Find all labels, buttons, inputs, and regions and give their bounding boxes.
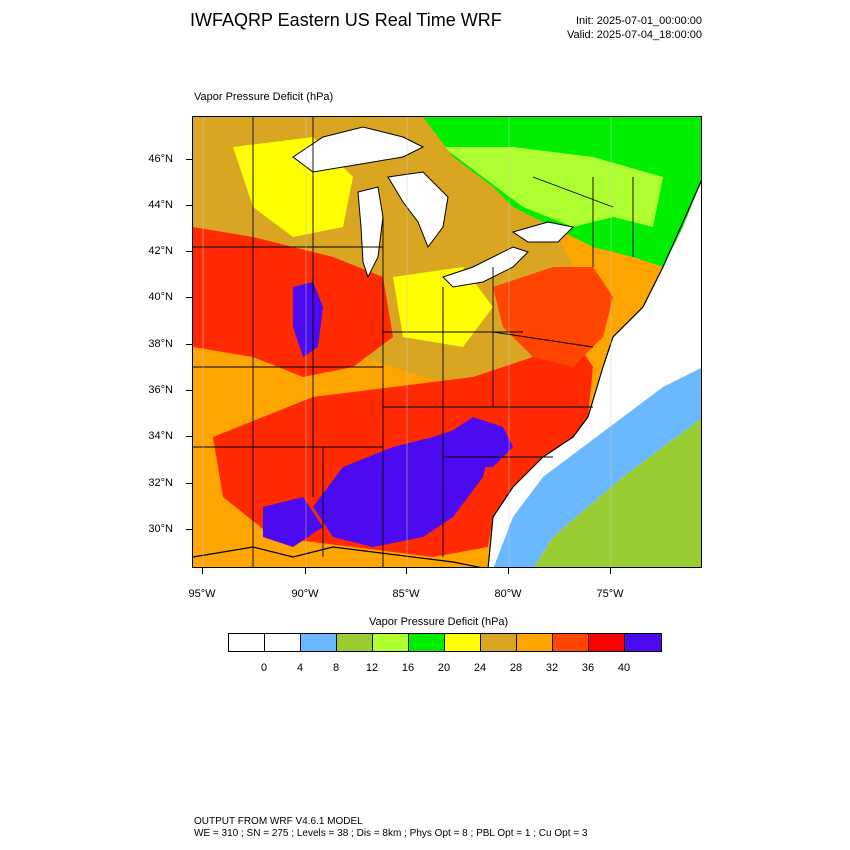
colorbar-label: 20 — [437, 662, 451, 674]
model-footer: OUTPUT FROM WRF V4.6.1 MODEL WE = 310 ; … — [194, 816, 587, 840]
state-boundaries — [193, 117, 634, 567]
lat-label-36: 36°N — [148, 384, 173, 396]
vpd-map — [192, 116, 702, 568]
map-svg — [193, 117, 701, 567]
colorbar-label: 16 — [401, 662, 415, 674]
graticule — [202, 117, 612, 567]
lake-erie — [442, 246, 529, 288]
colorbar-label: 12 — [365, 662, 379, 674]
colorbar-label: 8 — [332, 662, 340, 674]
colorbar-box — [445, 634, 481, 651]
lat-tick — [186, 251, 192, 252]
lon-label-80: 80°W — [494, 588, 522, 600]
atlantic-band-blue — [493, 368, 701, 567]
lon-label-95: 95°W — [188, 588, 216, 600]
init-time: Init: 2025-07-01_00:00:00 — [576, 15, 702, 27]
lake-michigan — [357, 186, 384, 279]
colorbar-label: 0 — [260, 662, 268, 674]
colorbar-label: 24 — [473, 662, 487, 674]
lat-tick — [186, 529, 192, 530]
lon-tick — [610, 568, 611, 574]
lake-ontario — [511, 221, 575, 243]
colorbar-box — [265, 634, 301, 651]
lon-label-90: 90°W — [291, 588, 319, 600]
lat-label-32: 32°N — [148, 477, 173, 489]
lat-label-42: 42°N — [148, 245, 173, 257]
colorbar-box — [589, 634, 625, 651]
colorbar-box — [373, 634, 409, 651]
lat-label-30: 30°N — [148, 523, 173, 535]
colorbar-box — [625, 634, 661, 651]
lat-label-38: 38°N — [148, 338, 173, 350]
lat-label-34: 34°N — [148, 430, 173, 442]
footer-model: OUTPUT FROM WRF V4.6.1 MODEL — [194, 816, 363, 827]
lon-tick — [508, 568, 509, 574]
colorbar-label: 32 — [545, 662, 559, 674]
lake-superior — [292, 126, 425, 173]
lat-label-40: 40°N — [148, 291, 173, 303]
colorbar-box — [337, 634, 373, 651]
north-yellow — [443, 147, 663, 227]
lon-tick — [406, 568, 407, 574]
colorbar-box — [553, 634, 589, 651]
lat-tick — [186, 344, 192, 345]
lat-label-46: 46°N — [148, 153, 173, 165]
midatlantic-red — [493, 267, 613, 367]
lon-tick — [305, 568, 306, 574]
lon-label-75: 75°W — [596, 588, 624, 600]
colorbar-label: 28 — [509, 662, 523, 674]
gulf-coast-line — [193, 546, 482, 567]
east-coast-line — [487, 180, 701, 567]
colorbar-box — [409, 634, 445, 651]
valid-time: Valid: 2025-07-04_18:00:00 — [567, 29, 702, 41]
colorbar-box — [229, 634, 265, 651]
atlantic-band-green — [534, 418, 701, 567]
colorbar-label: 36 — [581, 662, 595, 674]
lat-tick — [186, 436, 192, 437]
colorbar-box — [301, 634, 337, 651]
lat-tick — [186, 483, 192, 484]
colorbar-label: 4 — [296, 662, 304, 674]
colorbar — [228, 633, 662, 652]
lat-tick — [186, 390, 192, 391]
carolina-max — [443, 417, 513, 467]
lon-tick — [202, 568, 203, 574]
run-time-info: Init: 2025-07-01_00:00:00 Valid: 2025-07… — [567, 14, 702, 42]
footer-config: WE = 310 ; SN = 275 ; Levels = 38 ; Dis … — [194, 828, 588, 839]
gulf-max — [263, 497, 323, 547]
lon-label-85: 85°W — [392, 588, 420, 600]
illinois-max — [293, 282, 323, 357]
plot-title: Vapor Pressure Deficit (hPa) — [194, 91, 334, 103]
lat-tick — [186, 297, 192, 298]
lake-huron — [387, 171, 449, 249]
colorbar-title: Vapor Pressure Deficit (hPa) — [369, 616, 509, 628]
lat-tick — [186, 205, 192, 206]
chart-title: IWFAQRP Eastern US Real Time WRF — [190, 10, 502, 30]
colorbar-label: 40 — [617, 662, 631, 674]
colorbar-box — [517, 634, 553, 651]
lat-tick — [186, 159, 192, 160]
lat-label-44: 44°N — [148, 199, 173, 211]
colorbar-box — [481, 634, 517, 651]
